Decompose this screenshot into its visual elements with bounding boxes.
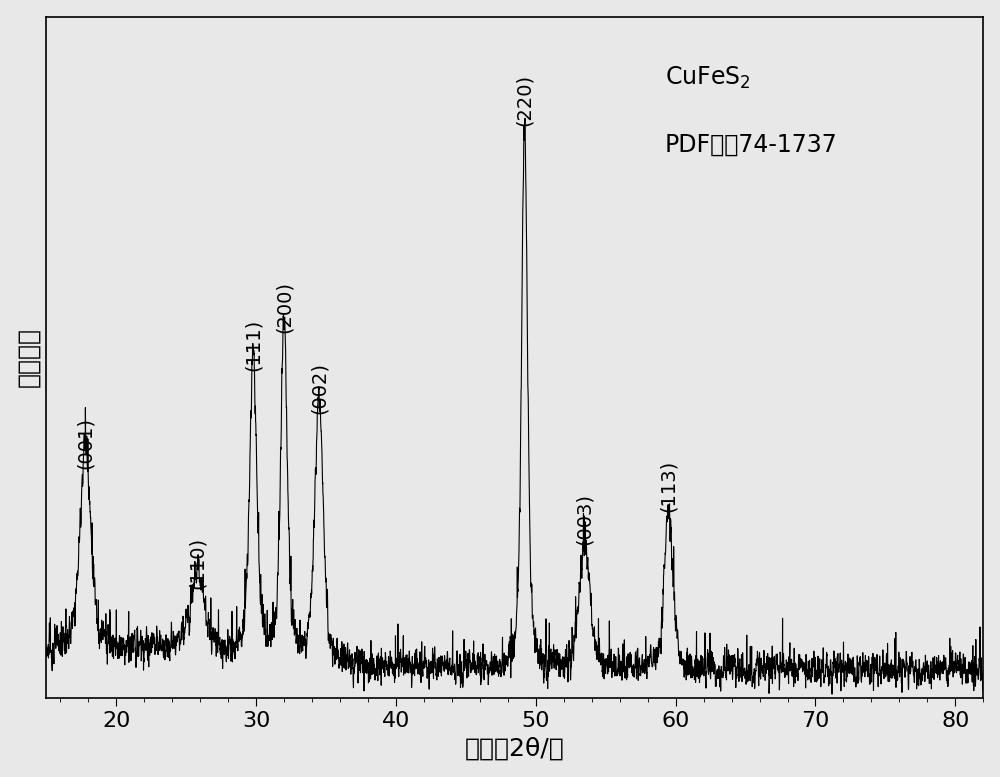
- Text: (110): (110): [188, 536, 207, 589]
- Text: (001): (001): [76, 416, 95, 469]
- Text: (200): (200): [274, 280, 293, 333]
- Text: (220): (220): [515, 74, 534, 126]
- X-axis label: 衍射角2θ/度: 衍射角2θ/度: [465, 737, 565, 761]
- Text: (113): (113): [659, 460, 678, 512]
- Text: (003): (003): [575, 493, 594, 545]
- Y-axis label: 衍射强度: 衍射强度: [17, 327, 41, 387]
- Text: (002): (002): [309, 362, 328, 414]
- Text: CuFeS$_2$: CuFeS$_2$: [665, 64, 750, 91]
- Text: PDF卡片74-1737: PDF卡片74-1737: [665, 132, 837, 156]
- Text: (111): (111): [244, 319, 263, 371]
